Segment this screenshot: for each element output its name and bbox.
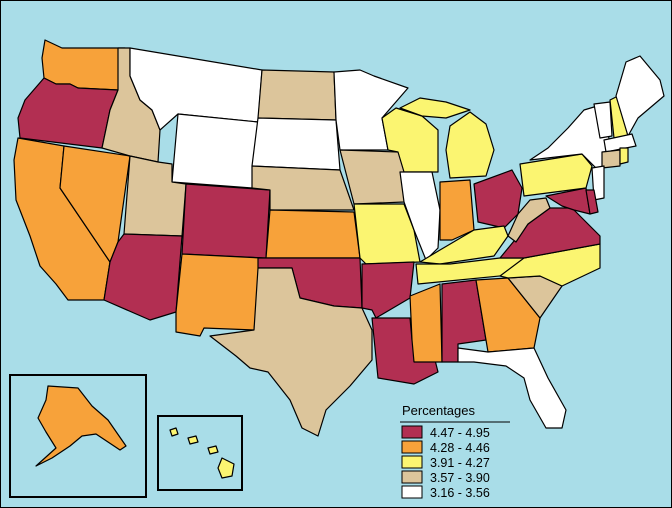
legend-swatch xyxy=(401,485,423,499)
legend-label: 3.57 - 3.90 xyxy=(430,471,490,485)
state-in xyxy=(439,179,475,241)
states-layer xyxy=(13,39,665,437)
alaska-inset xyxy=(9,374,147,498)
state-fl xyxy=(457,347,567,429)
legend-items: 4.47 - 4.954.28 - 4.463.91 - 4.273.57 - … xyxy=(401,425,490,500)
state-wv xyxy=(507,197,551,243)
state-ks xyxy=(265,209,361,259)
state-nj xyxy=(591,165,605,201)
legend: Percentages 4.47 - 4.954.28 - 4.463.91 -… xyxy=(400,403,510,500)
state-wa xyxy=(41,39,126,91)
state-ct xyxy=(601,149,621,169)
legend-swatch xyxy=(401,455,423,469)
state-ms xyxy=(409,283,443,363)
state-wi xyxy=(381,107,439,173)
state-sd xyxy=(251,117,341,171)
state-nm xyxy=(175,253,263,337)
state-hi-kauai xyxy=(169,427,179,437)
state-tx xyxy=(209,267,373,437)
state-mi-upper xyxy=(399,97,471,119)
legend-label: 4.28 - 4.46 xyxy=(430,441,490,455)
state-md xyxy=(545,187,591,215)
state-ri xyxy=(619,147,629,165)
state-hi-maui xyxy=(207,445,219,455)
legend-label: 3.16 - 3.56 xyxy=(430,486,490,500)
hawaii-inset xyxy=(157,415,243,491)
state-de xyxy=(585,189,599,215)
state-ky xyxy=(419,225,509,265)
state-ak xyxy=(35,385,127,467)
legend-swatch xyxy=(401,425,423,439)
state-co xyxy=(181,183,271,259)
state-wy xyxy=(171,113,259,189)
state-az xyxy=(103,233,183,321)
legend-label: 3.91 - 4.27 xyxy=(430,456,490,470)
state-vt xyxy=(593,101,613,139)
hawaii-inset-frame xyxy=(157,415,243,491)
legend-swatch xyxy=(401,440,423,454)
legend-label: 4.47 - 4.95 xyxy=(430,426,490,440)
state-nd xyxy=(257,69,337,121)
legend-title: Percentages xyxy=(402,403,475,418)
legend-swatch xyxy=(401,470,423,484)
state-hi-big xyxy=(217,457,235,479)
state-mi-lower xyxy=(445,111,495,179)
state-hi-oahu xyxy=(187,435,199,445)
state-il xyxy=(399,171,441,261)
state-me xyxy=(615,55,665,137)
